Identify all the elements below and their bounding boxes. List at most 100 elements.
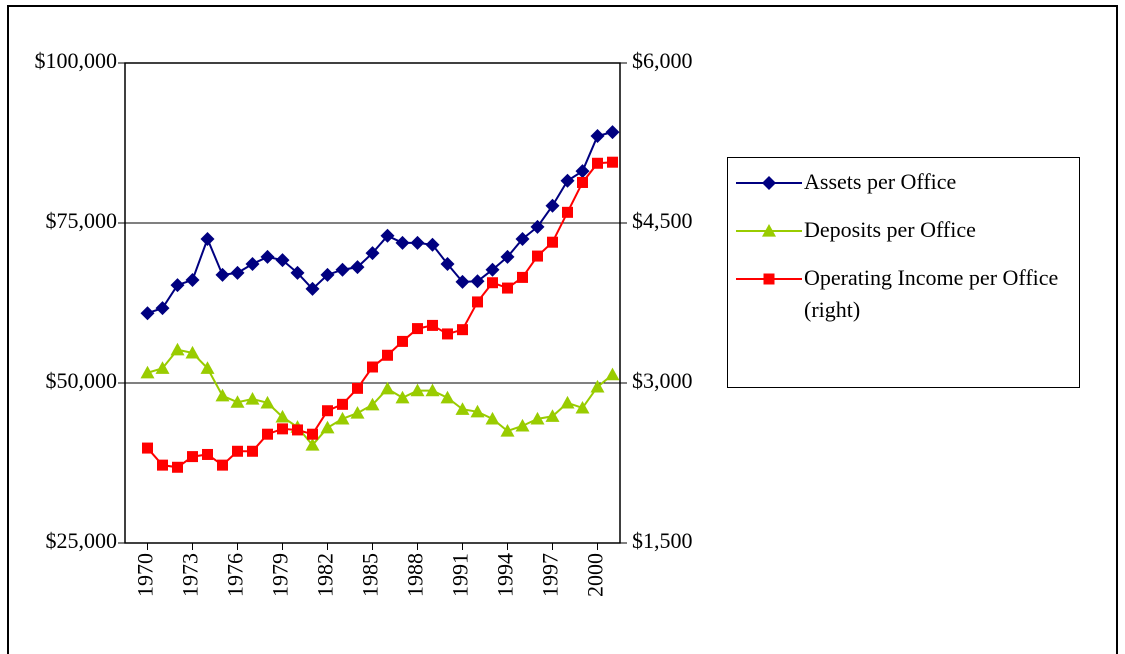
x-tick-label: 1976 [223, 553, 248, 597]
marker [155, 301, 170, 316]
marker [380, 381, 395, 395]
marker [410, 383, 425, 397]
marker [202, 448, 213, 460]
marker [547, 236, 558, 248]
marker [440, 390, 455, 404]
marker [763, 273, 775, 285]
marker [185, 272, 200, 287]
marker [170, 342, 185, 356]
marker [277, 423, 288, 435]
marker [337, 398, 348, 410]
marker [395, 235, 410, 250]
marker [217, 459, 228, 471]
legend-label: Operating Income per Office (right) [804, 265, 1059, 322]
marker [530, 411, 545, 425]
plot-border [124, 62, 621, 544]
marker [142, 442, 153, 454]
marker [457, 324, 468, 336]
marker [577, 176, 588, 188]
marker [290, 265, 305, 280]
marker [320, 420, 335, 434]
marker [170, 278, 185, 293]
marker [247, 445, 258, 457]
marker [187, 451, 198, 463]
x-tick-label: 1994 [493, 553, 518, 597]
marker [307, 428, 318, 440]
marker [425, 237, 440, 252]
y-tick-label: $100,000 [35, 48, 118, 73]
marker [605, 125, 620, 140]
marker [230, 395, 245, 408]
marker [172, 461, 183, 473]
marker [322, 405, 333, 417]
y2-tick-label: $4,500 [632, 208, 693, 233]
marker [215, 267, 230, 282]
legend-entry: Operating Income per Office (right) [734, 262, 1073, 326]
marker [157, 459, 168, 471]
marker [230, 265, 245, 280]
marker [350, 260, 365, 275]
chart-border [7, 5, 1118, 654]
legend-symbol [736, 273, 802, 285]
x-tick-label: 1985 [358, 553, 383, 597]
marker [470, 274, 485, 289]
marker [367, 361, 378, 373]
marker [382, 349, 393, 361]
y-tick-label: $50,000 [46, 368, 118, 393]
marker [232, 445, 243, 457]
marker [427, 319, 438, 331]
marker [275, 409, 290, 423]
y-tick-label: $25,000 [46, 528, 118, 553]
x-tick-label: 1991 [448, 553, 473, 597]
marker [485, 262, 500, 277]
marker [605, 367, 620, 381]
marker [762, 176, 776, 190]
marker [185, 345, 200, 359]
marker [530, 219, 545, 234]
marker [200, 232, 215, 246]
x-tick-label: 1979 [268, 553, 293, 597]
marker [517, 271, 528, 283]
marker [545, 409, 560, 422]
marker [260, 395, 275, 409]
marker [275, 253, 290, 268]
marker [260, 249, 275, 264]
marker [335, 411, 350, 425]
marker [487, 277, 498, 289]
marker [365, 246, 380, 261]
marker [502, 282, 513, 294]
x-tick-label: 1982 [313, 553, 338, 597]
marker [455, 402, 470, 415]
marker [397, 335, 408, 347]
marker [515, 418, 530, 432]
marker [500, 249, 515, 264]
marker [590, 128, 605, 143]
marker [575, 400, 590, 414]
marker [350, 406, 365, 419]
marker [292, 424, 303, 436]
marker [305, 438, 320, 451]
x-tick-label: 1970 [133, 553, 158, 597]
x-tick-label: 1997 [538, 553, 563, 597]
legend-entry: Assets per Office [734, 166, 1073, 198]
legend: Assets per Office Deposits per Office Oper… [727, 157, 1080, 388]
marker [455, 274, 470, 289]
x-tick-label: 1973 [178, 553, 203, 597]
y-tick-label: $75,000 [46, 208, 118, 233]
marker [485, 411, 500, 425]
x-tick-label: 2000 [583, 553, 608, 597]
legend-symbol [736, 176, 802, 190]
x-tick-label: 1988 [403, 553, 428, 597]
marker [575, 164, 590, 179]
marker [442, 328, 453, 340]
plot-area [125, 63, 620, 543]
y2-tick-label: $1,500 [632, 528, 693, 553]
marker [410, 235, 425, 250]
marker [425, 383, 440, 397]
marker [562, 206, 573, 218]
legend-label: Deposits per Office [804, 217, 976, 242]
marker [560, 395, 575, 409]
marker [560, 173, 575, 188]
legend-entry: Deposits per Office [734, 214, 1073, 246]
marker [200, 361, 215, 374]
